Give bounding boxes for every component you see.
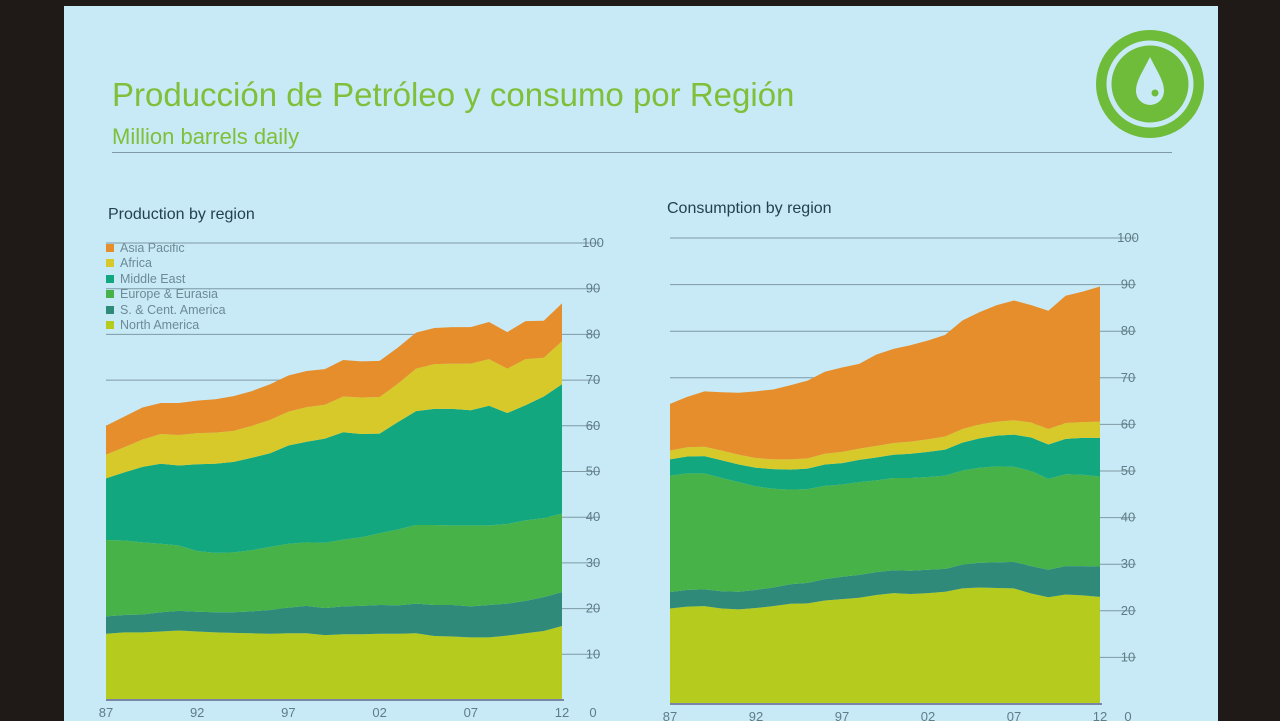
slide-title: Producción de Petróleo y consumo por Reg… [112,76,795,113]
y-tick-label: 60 [1121,416,1135,431]
legend-swatch [106,243,114,252]
area-europe-eurasia [670,466,1100,593]
y-tick-label: 90 [1121,277,1135,292]
area-europe-eurasia [106,513,562,617]
area-s-cent-america [670,561,1100,610]
x-tick-label: 12 [1093,709,1107,721]
slide-subtitle: Million barrels daily [112,124,300,149]
y-tick-label: 100 [582,235,604,250]
area-asia-pacific [106,303,562,455]
y-tick-label: 50 [1121,463,1135,478]
consumption-chart-title: Consumption by region [667,200,832,217]
legend-label: S. & Cent. America [120,302,226,317]
legend-label: Middle East [120,271,186,286]
legend-label: Europe & Eurasia [120,287,218,302]
legend-swatch [106,305,114,314]
y-tick-label: 100 [1117,230,1139,245]
area-middle-east [670,434,1100,490]
header-divider [112,152,1172,153]
y-tick-label: 0 [1124,709,1131,721]
area-s-cent-america [106,592,562,638]
area-middle-east [106,384,562,553]
x-tick-label: 92 [190,705,204,720]
y-tick-label: 10 [1121,649,1135,664]
y-tick-label: 50 [586,464,600,479]
x-tick-label: 07 [1007,709,1021,721]
x-tick-label: 07 [464,705,478,720]
y-tick-label: 40 [1121,510,1135,525]
oil-drop-icon [1096,30,1204,138]
x-tick-label: 97 [835,709,849,721]
legend-item-s-cent-america: S. & Cent. America [106,302,226,318]
x-tick-label: 87 [99,705,113,720]
y-tick-label: 70 [1121,370,1135,385]
production-chart: 0 10 20 30 40 50 60 70 80 90 100 87 92 97 02 07 12 [99,235,604,720]
y-tick-label: 20 [586,601,600,616]
x-tick-label: 02 [372,705,386,720]
x-tick-label: 97 [281,705,295,720]
legend-swatch [106,274,114,283]
legend-label: Africa [120,256,152,271]
y-tick-label: 0 [589,705,596,720]
x-tick-label: 87 [663,709,677,721]
area-north-america [106,625,562,700]
y-tick-label: 60 [586,418,600,433]
legend-item-north-america: North America [106,318,226,334]
y-tick-label: 80 [1121,323,1135,338]
legend-swatch [106,290,114,299]
y-tick-label: 30 [586,555,600,570]
legend-swatch [106,259,114,268]
y-tick-label: 80 [586,326,600,341]
area-africa [106,341,562,479]
legend-label: Asia Pacific [120,240,185,255]
consumption-chart: 0 10 20 30 40 50 60 70 80 90 100 87 92 97 02 07 12 [663,230,1139,721]
legend-item-europe-eurasia: Europe & Eurasia [106,287,226,303]
legend-item-middle-east: Middle East [106,271,226,287]
x-tick-label: 02 [921,709,935,721]
y-tick-label: 20 [1121,603,1135,618]
legend-item-africa: Africa [106,256,226,272]
production-legend: Asia Pacific Africa Middle East Europe &… [106,240,226,333]
legend-label: North America [120,318,200,333]
y-tick-label: 90 [586,281,600,296]
area-africa [670,420,1100,470]
y-tick-label: 30 [1121,556,1135,571]
area-asia-pacific [670,286,1100,460]
y-tick-label: 40 [586,509,600,524]
legend-item-asia-pacific: Asia Pacific [106,240,226,256]
production-chart-title: Production by region [108,206,255,223]
y-tick-label: 70 [586,372,600,387]
x-tick-label: 92 [749,709,763,721]
slide: Producción de Petróleo y consumo por Reg… [64,6,1218,721]
x-tick-label: 12 [555,705,569,720]
y-tick-label: 10 [586,646,600,661]
area-north-america [670,587,1100,704]
legend-swatch [106,321,114,330]
